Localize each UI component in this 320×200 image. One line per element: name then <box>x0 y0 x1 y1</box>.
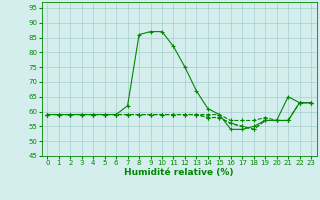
X-axis label: Humidité relative (%): Humidité relative (%) <box>124 168 234 177</box>
